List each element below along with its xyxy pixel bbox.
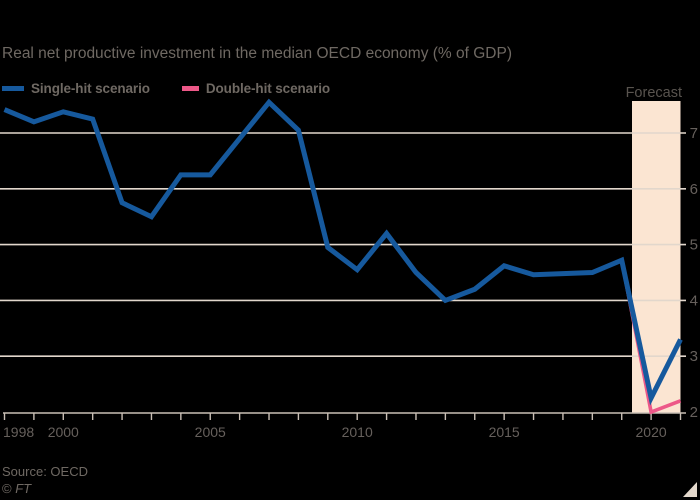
y-axis-label: 7: [690, 125, 698, 142]
y-axis-label: 4: [690, 292, 698, 309]
forecast-band-label: Forecast: [625, 85, 682, 101]
copyright-symbol: ©: [2, 481, 12, 496]
y-axis-label: 2: [690, 404, 698, 421]
x-axis-label: 1998: [3, 424, 34, 440]
x-axis-label: 2000: [48, 424, 79, 440]
chart-title: Real net productive investment in the me…: [2, 45, 513, 62]
x-axis-label: 2005: [195, 424, 226, 440]
source-text: Source: OECD: [2, 464, 88, 479]
series-line-single-hit-scenario: [3, 98, 683, 406]
resize-corner-icon[interactable]: [683, 482, 697, 497]
legend-label-single-hit: Single-hit scenario: [31, 80, 150, 96]
x-axis-label: 2010: [342, 424, 373, 440]
legend-item-double-hit: Double-hit scenario: [181, 80, 331, 96]
x-axis-label: 2015: [489, 424, 520, 440]
y-axis-label: 5: [690, 237, 698, 254]
ft-logo-mark: FT: [15, 481, 32, 496]
legend-item-single-hit: Single-hit scenario: [2, 81, 150, 96]
legend: Single-hit scenario Double-hit scenario: [2, 80, 362, 96]
x-axis-label: 2020: [636, 424, 667, 440]
y-axis-label: 6: [690, 181, 698, 198]
copyright-line: © FT: [2, 481, 31, 496]
double-hit-line-swatch-icon: [181, 85, 199, 91]
single-hit-line-swatch-icon: [2, 85, 24, 91]
legend-label-double-hit: Double-hit scenario: [205, 80, 331, 96]
y-axis-label: 3: [690, 348, 698, 365]
forecast-band: [632, 101, 681, 413]
